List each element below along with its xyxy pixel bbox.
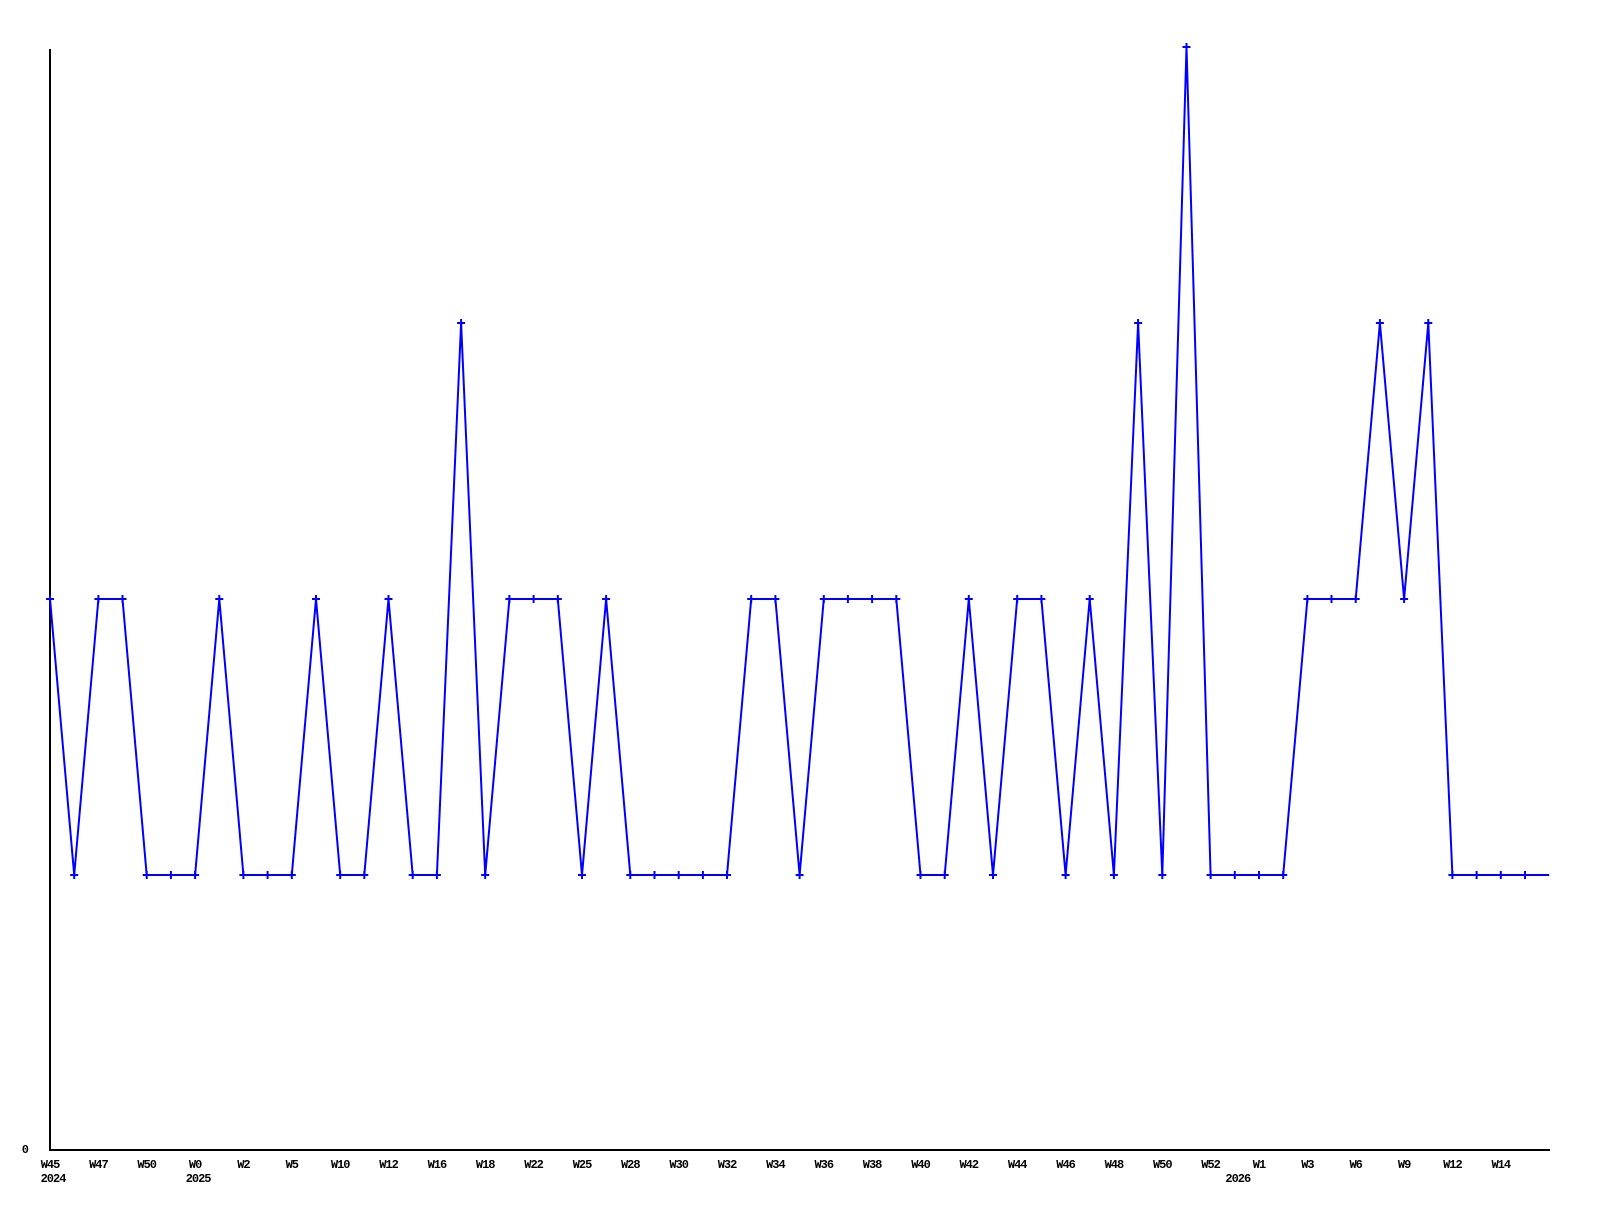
x-tick-label: W34 — [766, 1158, 785, 1172]
x-tick-label: W1 — [1253, 1158, 1266, 1172]
x-tick-label: W32 — [718, 1158, 737, 1172]
x-tick-label: W50 — [1153, 1158, 1172, 1172]
x-tick-label: W45 — [41, 1158, 60, 1172]
x-tick-label: W6 — [1349, 1158, 1362, 1172]
series-line — [49, 46, 1550, 876]
x-tick-label: W44 — [1008, 1158, 1027, 1172]
x-tick-label: W9 — [1398, 1158, 1411, 1172]
year-label: 2024 — [41, 1172, 67, 1186]
x-tick-label: W40 — [911, 1158, 930, 1172]
x-tick-label: W48 — [1105, 1158, 1124, 1172]
x-tick-label: W30 — [669, 1158, 688, 1172]
x-tick-label: W10 — [331, 1158, 350, 1172]
x-tick-label: W2 — [237, 1158, 250, 1172]
x-tick-label: W12 — [1443, 1158, 1462, 1172]
x-tick-label: W5 — [286, 1158, 299, 1172]
x-tick-label: W38 — [863, 1158, 882, 1172]
x-tick-label: W3 — [1301, 1158, 1314, 1172]
x-tick-label: W42 — [959, 1158, 978, 1172]
x-tick-label: W18 — [476, 1158, 495, 1172]
x-tick-label: W52 — [1201, 1158, 1220, 1172]
x-tick-label: W50 — [137, 1158, 156, 1172]
x-tick-label: W0 — [189, 1158, 202, 1172]
y-tick-label-zero: 0 — [22, 1143, 29, 1157]
x-tick-label: W36 — [814, 1158, 833, 1172]
x-tick-label: W16 — [428, 1158, 447, 1172]
x-tick-label: W46 — [1056, 1158, 1075, 1172]
x-tick-label: W12 — [379, 1158, 398, 1172]
x-tick-label: W28 — [621, 1158, 640, 1172]
x-tick-label: W25 — [573, 1158, 592, 1172]
year-label: 2026 — [1225, 1172, 1251, 1186]
x-tick-label: W22 — [524, 1158, 543, 1172]
x-tick-label: W14 — [1491, 1158, 1510, 1172]
data-point-markers — [46, 43, 1529, 879]
x-tick-label: W47 — [89, 1158, 108, 1172]
year-label: 2025 — [186, 1172, 212, 1186]
